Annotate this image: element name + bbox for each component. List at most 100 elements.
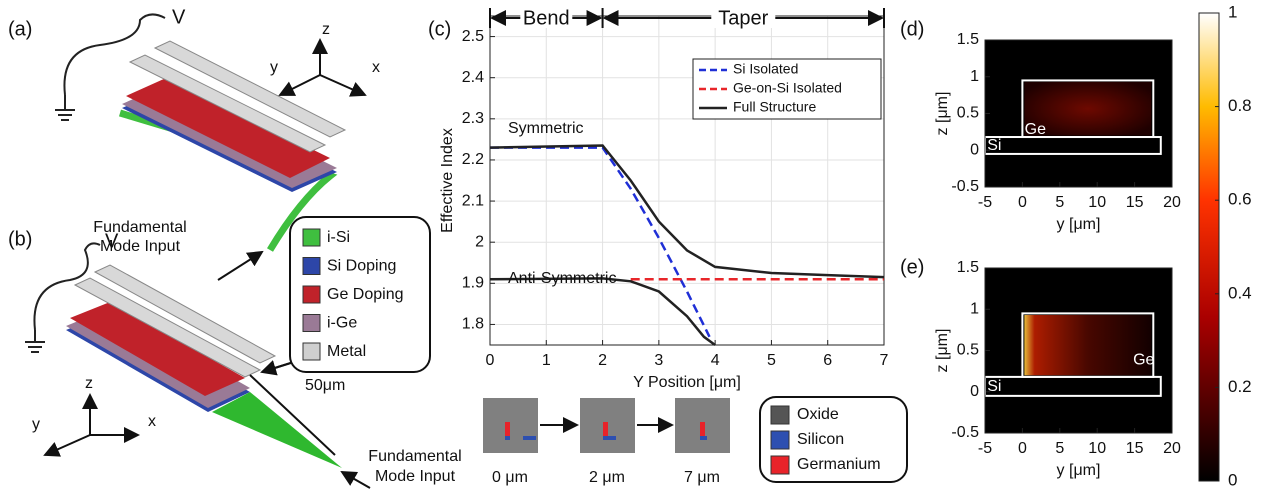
x-tick-label: 10 [1088,440,1106,457]
x-tick-label: -5 [978,440,992,457]
colorbar-label: 0.8 [1228,96,1252,115]
annotation: Si [987,378,1001,395]
length-label: 50μm [305,377,345,394]
position-label: 0 μm [492,469,528,486]
panel-label: (d) [900,18,924,40]
y-tick-label: -0.5 [951,178,979,195]
axis-letter: x [372,59,380,76]
y-tick-label: 2 [475,233,484,250]
x-axis-label: y [μm] [1057,216,1101,233]
colorbar-label: 0.6 [1228,190,1252,209]
annotation: Ge [1025,121,1046,138]
y-tick-label: 1.8 [462,316,484,333]
x-tick-label: 5 [1055,440,1064,457]
legend-label: Metal [327,343,366,360]
x-tick-label: 2 [598,352,607,369]
panel-label: (b) [8,228,32,250]
panel-label: (c) [428,18,451,40]
annotation: Ge [1133,352,1154,369]
voltage-label: V [172,6,186,28]
x-tick-label: 15 [1126,194,1144,211]
x-tick-label: -5 [978,194,992,211]
x-tick-label: 10 [1088,194,1106,211]
panel-label: (a) [8,18,32,40]
mode-input: Fundamental [368,448,461,465]
x-tick-label: 7 [880,352,889,369]
legend-label: Ge-on-Si Isolated [733,80,842,96]
colorbar-label: 0.4 [1228,283,1252,302]
y-tick-label: 2.3 [462,110,484,127]
voltage-label: V [105,230,119,252]
y-tick-label: 2.4 [462,69,484,86]
cross-sections [483,398,730,453]
position-label: 7 μm [684,469,720,486]
x-tick-label: 6 [823,352,832,369]
x-tick-label: 0 [1018,194,1027,211]
y-tick-label: 1.5 [957,31,979,48]
x-tick-label: 15 [1126,440,1144,457]
x-tick-label: 5 [767,352,776,369]
arrow [218,252,262,280]
figure: (a) (b) (c) (d) (e) V y z x Fundamental … [0,0,1263,491]
y-axis-label: z [μm] [934,92,951,136]
legend-label: i-Si [327,229,350,246]
axis-letter: z [322,21,330,38]
position-label: 2 μm [589,469,625,486]
mode-input: Mode Input [375,468,456,485]
legend-label: Germanium [797,456,881,473]
panel-label: (e) [900,256,924,278]
legend-label: Si Doping [327,258,396,275]
x-tick-label: 20 [1163,440,1181,457]
y-tick-label: 2.5 [462,28,484,45]
legend-swatch [303,286,320,303]
y-axis-label: Effective Index [439,128,456,233]
x-tick-label: 0 [486,352,495,369]
axis-letter: y [32,416,40,433]
device-a [55,14,345,250]
y-tick-label: 0.5 [957,105,979,122]
annotation: Si [987,137,1001,154]
legend-label: Silicon [797,431,844,448]
arrow [342,472,370,488]
y-tick-label: 0 [970,141,979,158]
axes-b [45,395,138,455]
y-tick-label: 1 [970,300,979,317]
y-axis-label: z [μm] [934,329,951,373]
legend-label: Si Isolated [733,61,798,77]
y-tick-label: 0.5 [957,342,979,359]
legend-swatch [771,431,789,449]
x-tick-label: 1 [542,352,551,369]
section-label: Bend [523,7,570,29]
section-label: Taper [718,7,768,29]
axis-letter: z [85,375,93,392]
legend-label: Oxide [797,406,839,423]
x-tick-label: 3 [654,352,663,369]
colorbar-label: 0 [1228,470,1237,489]
legend-swatch [303,315,320,332]
x-tick-label: 4 [711,352,720,369]
legend-label: Full Structure [733,99,816,115]
legend-swatch [771,456,789,474]
x-axis-label: y [μm] [1057,462,1101,479]
colorbar-label: 0.2 [1228,377,1252,396]
legend-swatch [303,258,320,275]
y-tick-label: 2.2 [462,151,484,168]
legend-label: Ge Doping [327,286,404,303]
y-tick-label: 1.9 [462,275,484,292]
x-axis-label: Y Position [μm] [633,374,741,391]
legend-label: i-Ge [327,315,357,332]
legend-swatch [303,229,320,246]
legend-swatch [771,406,789,424]
y-tick-label: 2.1 [462,192,484,209]
colorbar [1199,13,1219,481]
annotation: Anti-Symmetric [508,270,616,287]
x-tick-label: 0 [1018,440,1027,457]
y-tick-label: -0.5 [951,424,979,441]
y-tick-label: 1 [970,68,979,85]
axis-letter: y [270,59,278,76]
y-tick-label: 0 [970,383,979,400]
x-tick-label: 20 [1163,194,1181,211]
axis-letter: x [148,413,156,430]
axes-a [280,40,365,95]
legend-swatch [303,343,320,360]
